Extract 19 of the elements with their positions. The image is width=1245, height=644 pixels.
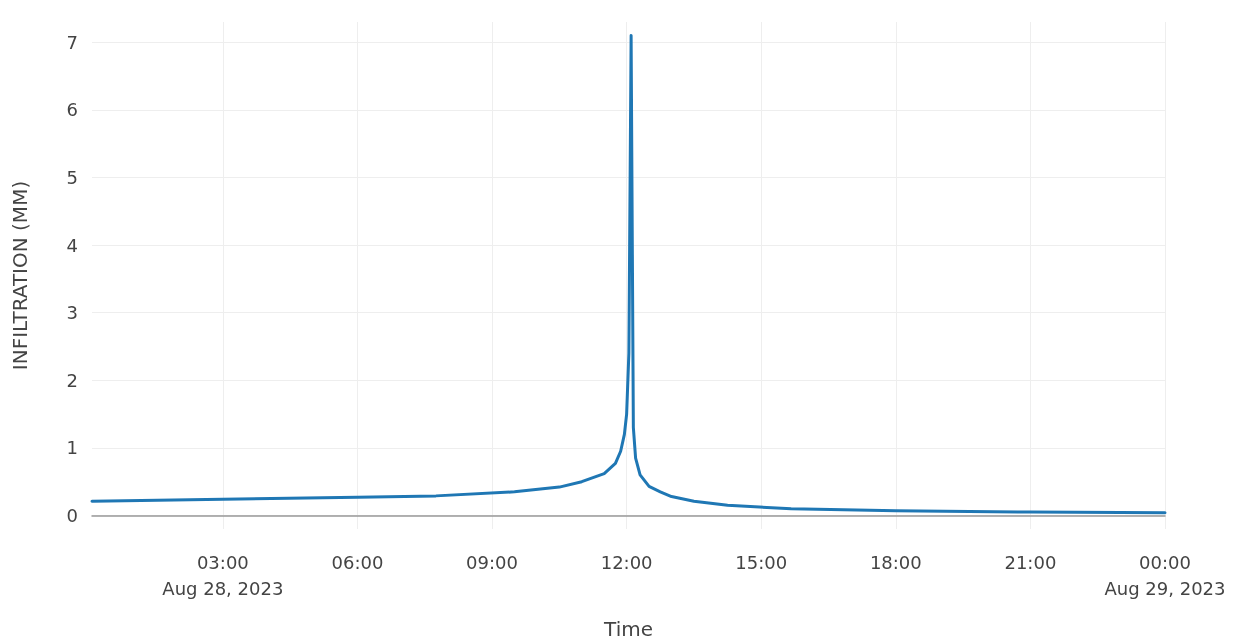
x-tick-label: 03:00 Aug 28, 2023 <box>162 551 284 599</box>
y-tick-label: 4 <box>66 234 78 256</box>
y-axis-title: INFILTRATION (MM) <box>8 180 32 371</box>
x-tick-label: 12:00 <box>600 551 653 573</box>
x-tick-label: 21:00 <box>1004 551 1057 573</box>
y-tick-label: 3 <box>66 302 78 324</box>
y-tick-label: 1 <box>66 437 78 459</box>
y-tick-label: 7 <box>66 31 78 53</box>
y-tick-label: 5 <box>66 166 78 188</box>
x-axis-title: Time <box>603 617 653 641</box>
line-series <box>90 34 1167 515</box>
y-tick-label: 0 <box>66 504 78 526</box>
x-tick-label: 15:00 <box>735 551 788 573</box>
x-tick-label: 09:00 <box>466 551 518 573</box>
y-tick-label: 6 <box>66 99 78 121</box>
y-tick-label: 2 <box>66 369 78 391</box>
x-tick-label: 06:00 <box>331 551 384 573</box>
x-tick-label: 00:00 Aug 29, 2023 <box>1104 551 1226 599</box>
x-tick-label: 18:00 <box>869 551 922 573</box>
